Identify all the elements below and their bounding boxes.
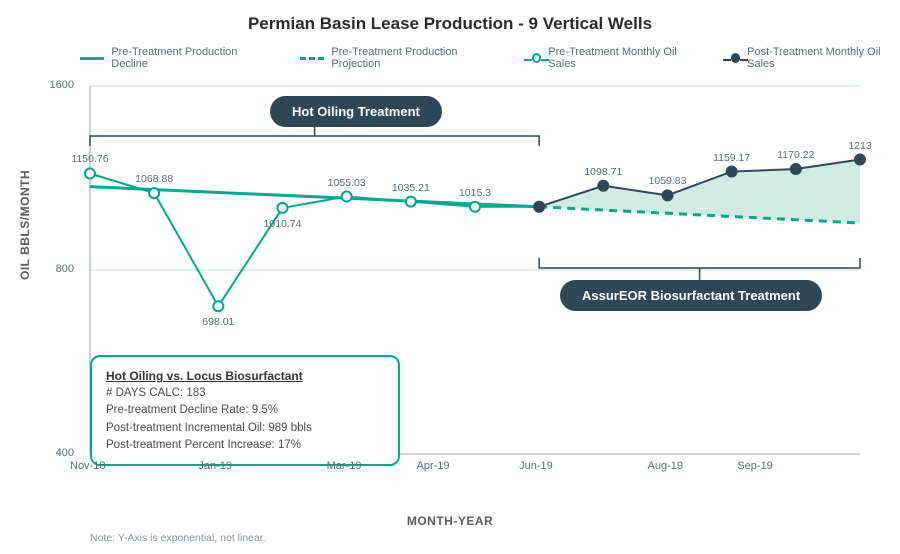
legend-item-pre-sales: Pre-Treatment Monthly Oil Sales — [532, 46, 697, 70]
info-box-line: # DAYS CALC: 183 — [106, 385, 384, 402]
x-tick-label: Sep-19 — [737, 460, 772, 472]
legend-label: Pre-Treatment Production Decline — [111, 46, 266, 70]
data-point-label: 1150.76 — [71, 153, 108, 165]
axis-note: Note: Y-Axis is exponential, not linear. — [90, 532, 266, 544]
legend: Pre-Treatment Production Decline Pre-Tre… — [80, 46, 900, 70]
data-point-label: 1098.71 — [584, 166, 622, 178]
legend-swatch-open-marker — [532, 53, 542, 63]
data-point-label: 1055.03 — [328, 177, 366, 189]
legend-item-decline: Pre-Treatment Production Decline — [80, 46, 266, 70]
x-tick-label: Jan-19 — [198, 460, 232, 472]
legend-label: Pre-Treatment Monthly Oil Sales — [548, 46, 696, 70]
data-point-label: 1068.88 — [135, 173, 173, 185]
annotation-assure-eor: AssurEOR Biosurfactant Treatment — [560, 280, 822, 311]
y-tick-label: 1600 — [40, 79, 74, 91]
legend-label: Pre-Treatment Production Projection — [331, 46, 497, 70]
info-box-line: Pre-treatment Decline Rate: 9.5% — [106, 402, 384, 419]
x-tick-label: Jun-19 — [519, 460, 553, 472]
info-box-line: Post-treatment Incremental Oil: 989 bbls — [106, 420, 384, 437]
legend-swatch-line — [80, 57, 104, 60]
x-tick-label: Apr-19 — [417, 460, 450, 472]
plot-area: Hot Oiling Treatment AssurEOR Biosurfact… — [80, 80, 870, 480]
data-point-label: 698.01 — [202, 316, 234, 328]
y-axis-label: OIL BBLS/MONTH — [18, 170, 32, 280]
legend-swatch-dash — [300, 57, 324, 60]
y-tick-label: 400 — [40, 447, 74, 459]
x-axis-label: MONTH-YEAR — [407, 514, 493, 528]
info-box-title: Hot Oiling vs. Locus Biosurfactant — [106, 367, 384, 385]
info-box: Hot Oiling vs. Locus Biosurfactant # DAY… — [90, 355, 400, 466]
data-point-label: 1170.22 — [777, 149, 814, 161]
data-point-label: 1015.3 — [459, 187, 491, 199]
y-tick-label: 800 — [40, 263, 74, 275]
legend-item-post-sales: Post-Treatment Monthly Oil Sales — [731, 46, 900, 70]
x-tick-label: Nov-18 — [70, 460, 105, 472]
data-point-label: 1010.74 — [264, 218, 302, 230]
legend-label: Post-Treatment Monthly Oil Sales — [747, 46, 900, 70]
legend-item-projection: Pre-Treatment Production Projection — [300, 46, 498, 70]
data-point-label: 1159.17 — [713, 152, 750, 164]
x-tick-label: Aug-19 — [648, 460, 683, 472]
x-tick-label: Mar-19 — [327, 460, 362, 472]
data-point-label: 1059.83 — [649, 175, 687, 187]
annotation-hot-oiling: Hot Oiling Treatment — [270, 96, 442, 127]
data-point-label: 1213 — [848, 140, 871, 152]
legend-swatch-solid-marker — [731, 53, 741, 63]
data-point-label: 1035.21 — [392, 182, 430, 194]
chart-title: Permian Basin Lease Production - 9 Verti… — [0, 0, 900, 34]
info-box-line: Post-treatment Percent Increase: 17% — [106, 437, 384, 454]
